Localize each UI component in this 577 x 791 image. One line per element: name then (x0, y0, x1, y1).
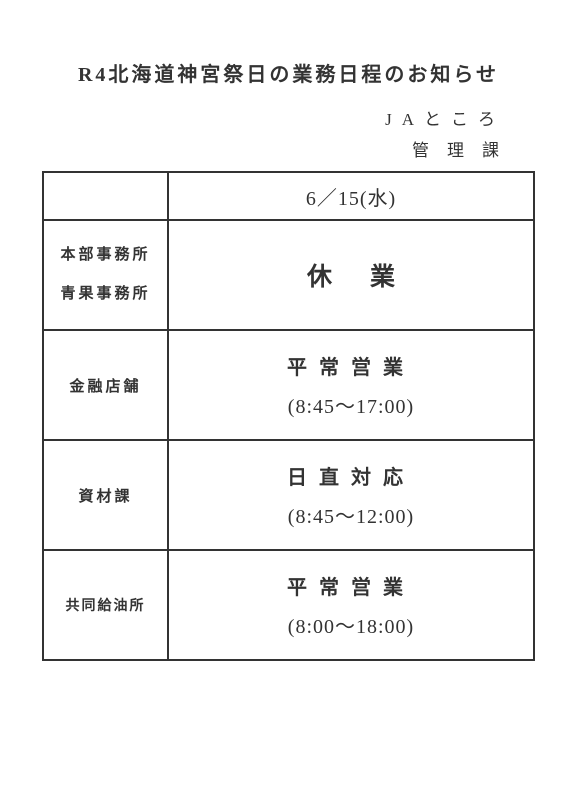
table-row: 金融店舗 平常営業 (8:45～17:00) (43, 330, 534, 440)
status-text: 平常営業 (169, 351, 533, 380)
hours-text: (8:45～12:00) (169, 500, 533, 529)
row-label-cell: 資材課 (43, 440, 168, 550)
row-label-cell: 共同給油所 (43, 550, 168, 660)
hours-text: (8:45～17:00) (169, 390, 533, 419)
row-status-cell: 休業 (168, 220, 534, 330)
status-text: 休業 (169, 257, 533, 293)
status-text: 平常営業 (169, 571, 533, 600)
header-empty-cell (43, 172, 168, 220)
header-date-cell: 6／15(水) (168, 172, 534, 220)
row-label-cell: 金融店舗 (43, 330, 168, 440)
row-status-cell: 平常営業 (8:00～18:00) (168, 550, 534, 660)
table-header-row: 6／15(水) (43, 172, 534, 220)
hours-text: (8:00～18:00) (169, 610, 533, 639)
department-name: 管理課 (42, 136, 535, 161)
label-line-1: 本部事務所 (44, 236, 167, 275)
notice-title: R4北海道神宮祭日の業務日程のお知らせ (42, 58, 535, 87)
label-line-2: 青果事務所 (44, 275, 167, 314)
table-row: 資材課 日直対応 (8:45～12:00) (43, 440, 534, 550)
row-label-cell: 本部事務所 青果事務所 (43, 220, 168, 330)
row-status-cell: 平常営業 (8:45～17:00) (168, 330, 534, 440)
row-status-cell: 日直対応 (8:45～12:00) (168, 440, 534, 550)
schedule-table: 6／15(水) 本部事務所 青果事務所 休業 金融店舗 平常営業 (8:45～1… (42, 171, 535, 661)
table-row: 本部事務所 青果事務所 休業 (43, 220, 534, 330)
status-text: 日直対応 (169, 461, 533, 490)
table-row: 共同給油所 平常営業 (8:00～18:00) (43, 550, 534, 660)
organization-name: JAところ (42, 105, 535, 130)
